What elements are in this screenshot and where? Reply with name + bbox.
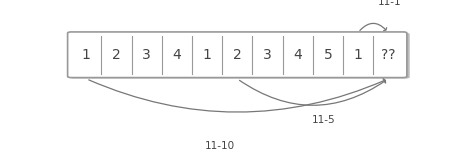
Text: 1: 1 xyxy=(353,48,362,62)
Text: 1: 1 xyxy=(81,48,91,62)
Text: ??: ?? xyxy=(380,48,394,62)
Text: 11-1: 11-1 xyxy=(377,0,401,7)
Text: 2: 2 xyxy=(112,48,121,62)
Text: 2: 2 xyxy=(233,48,241,62)
Text: 1: 1 xyxy=(202,48,211,62)
Text: 11-5: 11-5 xyxy=(311,115,334,125)
Text: 3: 3 xyxy=(263,48,271,62)
FancyBboxPatch shape xyxy=(67,32,406,78)
Text: 4: 4 xyxy=(172,48,181,62)
Text: 3: 3 xyxy=(142,48,151,62)
FancyBboxPatch shape xyxy=(70,33,409,78)
Text: 5: 5 xyxy=(323,48,332,62)
Text: 4: 4 xyxy=(293,48,301,62)
Text: 11-10: 11-10 xyxy=(204,141,234,151)
